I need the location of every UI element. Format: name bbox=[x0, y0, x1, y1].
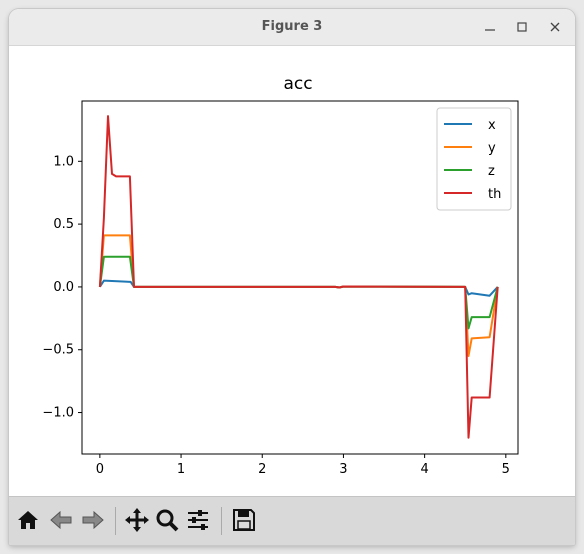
arrow-left-icon bbox=[50, 510, 72, 530]
arrow-right-icon bbox=[82, 510, 104, 530]
x-tick-label: 5 bbox=[502, 462, 510, 477]
y-tick-label: 1.0 bbox=[53, 154, 74, 169]
home-button[interactable] bbox=[13, 505, 43, 535]
y-tick-label: −1.0 bbox=[42, 406, 74, 421]
back-button[interactable] bbox=[46, 505, 76, 535]
legend-box bbox=[436, 107, 512, 211]
move-icon bbox=[125, 508, 149, 532]
x-tick-label: 3 bbox=[339, 462, 347, 477]
x-tick-label: 0 bbox=[96, 462, 104, 477]
x-tick-label: 1 bbox=[177, 462, 185, 477]
series-line-th bbox=[98, 115, 499, 439]
chart: acc −1.0 −0.5 0.0 0.5 1.0 0 1 2 3 4 5 xyz th bbox=[42, 74, 519, 477]
minimize-icon bbox=[485, 29, 495, 31]
zoom-button[interactable] bbox=[152, 505, 182, 535]
y-tick-label: 0.0 bbox=[53, 280, 74, 295]
figure-canvas[interactable]: acc −1.0 −0.5 0.0 0.5 1.0 0 1 2 3 4 5 x y z th bbox=[9, 46, 575, 496]
title-bar: Figure 3 bbox=[9, 9, 575, 46]
chart-title: acc bbox=[283, 74, 312, 94]
close-button[interactable] bbox=[544, 16, 566, 38]
sliders-icon bbox=[188, 510, 208, 530]
minimize-button[interactable] bbox=[479, 16, 501, 38]
toolbar-separator bbox=[221, 507, 222, 535]
save-button[interactable] bbox=[229, 505, 259, 535]
legend-label: y bbox=[488, 141, 496, 156]
y-tick-label: 0.5 bbox=[53, 217, 74, 232]
forward-button[interactable] bbox=[78, 505, 108, 535]
toolbar-separator bbox=[115, 507, 116, 535]
navigation-toolbar bbox=[9, 496, 575, 545]
y-tick-label: −0.5 bbox=[42, 343, 74, 358]
x-tick-label: 4 bbox=[420, 462, 428, 477]
legend-label: th bbox=[488, 187, 501, 202]
close-icon bbox=[550, 22, 560, 32]
legend: xyz th bbox=[436, 107, 512, 211]
configure-subplots-button[interactable] bbox=[183, 505, 213, 535]
legend-label: z bbox=[488, 164, 495, 179]
x-tick-label: 2 bbox=[258, 462, 266, 477]
magnifier-icon bbox=[156, 509, 179, 532]
pan-button[interactable] bbox=[122, 505, 152, 535]
legend-label: x bbox=[488, 118, 496, 133]
maximize-icon bbox=[517, 22, 527, 32]
window-title: Figure 3 bbox=[261, 19, 323, 34]
maximize-button[interactable] bbox=[511, 16, 533, 38]
home-icon bbox=[18, 511, 38, 529]
floppy-disk-icon bbox=[233, 509, 255, 531]
